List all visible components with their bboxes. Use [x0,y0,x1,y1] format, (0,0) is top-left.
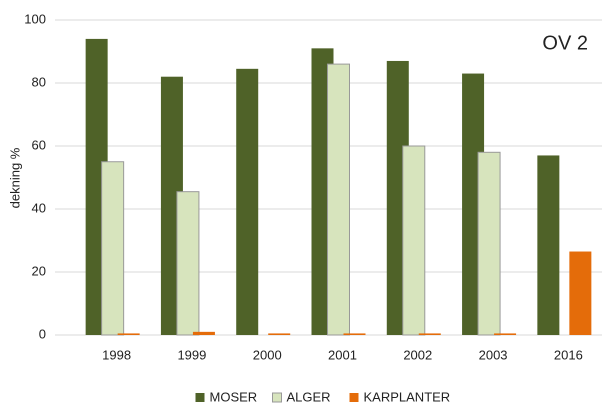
bar [494,333,517,335]
legend-swatch [349,393,359,402]
bar [402,145,426,336]
x-tick-label: 2000 [253,347,282,362]
y-axis-label: dekning % [7,147,22,208]
annotation: OV 2 [542,32,588,54]
x-tick-label: 2016 [554,347,583,362]
legend-swatch [272,392,282,403]
bar [327,63,350,336]
bar [569,251,592,335]
bar [343,333,366,335]
bar [268,333,291,335]
x-tick-label: 2002 [403,347,432,362]
x-tick-label: 1998 [102,347,131,362]
y-tick-label: 0 [39,326,46,341]
legend-swatch [195,393,205,402]
bar [117,333,140,335]
bar [101,161,125,336]
y-tick-label: 60 [32,137,46,152]
bar [236,68,259,335]
x-tick-label: 2003 [479,347,508,362]
bar [537,155,560,335]
y-tick-label: 100 [24,11,46,26]
legend-label: KARPLANTER [364,389,451,404]
bar [176,191,200,336]
x-tick-label: 2001 [328,347,357,362]
bar [418,333,441,335]
y-tick-label: 80 [32,74,46,89]
y-tick-label: 20 [32,263,46,278]
x-tick-label: 1999 [177,347,206,362]
legend-label: MOSER [210,389,258,404]
bar [192,331,215,335]
y-tick-label: 40 [32,200,46,215]
bar [477,151,501,336]
legend-label: ALGER [287,389,331,404]
